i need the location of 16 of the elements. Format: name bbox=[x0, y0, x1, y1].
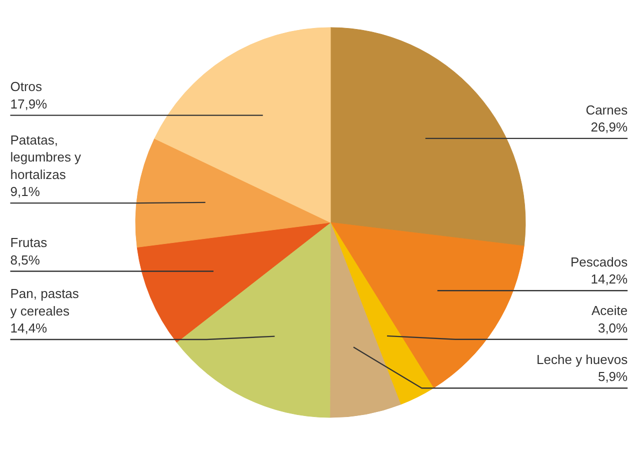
slice-label: Pescados bbox=[570, 254, 628, 270]
data-label: 9,1% bbox=[10, 184, 40, 200]
slice-label: Frutas bbox=[10, 235, 48, 250]
data-label: 14,4% bbox=[10, 320, 48, 336]
slice-label: Otros bbox=[10, 79, 43, 94]
slice-label: Aceite bbox=[591, 303, 628, 318]
data-label: 5,9% bbox=[598, 369, 628, 384]
slice-label: Carnes bbox=[586, 102, 628, 118]
data-label: 17,9% bbox=[10, 96, 48, 112]
data-label: 3,0% bbox=[598, 320, 628, 336]
data-label: 26,9% bbox=[590, 120, 628, 135]
data-label: 14,2% bbox=[590, 272, 628, 287]
slice-label: Leche y huevos bbox=[536, 352, 628, 367]
data-label: 8,5% bbox=[10, 252, 40, 268]
slice-label: Pan, pastas y cereales bbox=[10, 286, 80, 318]
slice-label: Patatas, legumbres y hortalizas bbox=[10, 132, 82, 182]
